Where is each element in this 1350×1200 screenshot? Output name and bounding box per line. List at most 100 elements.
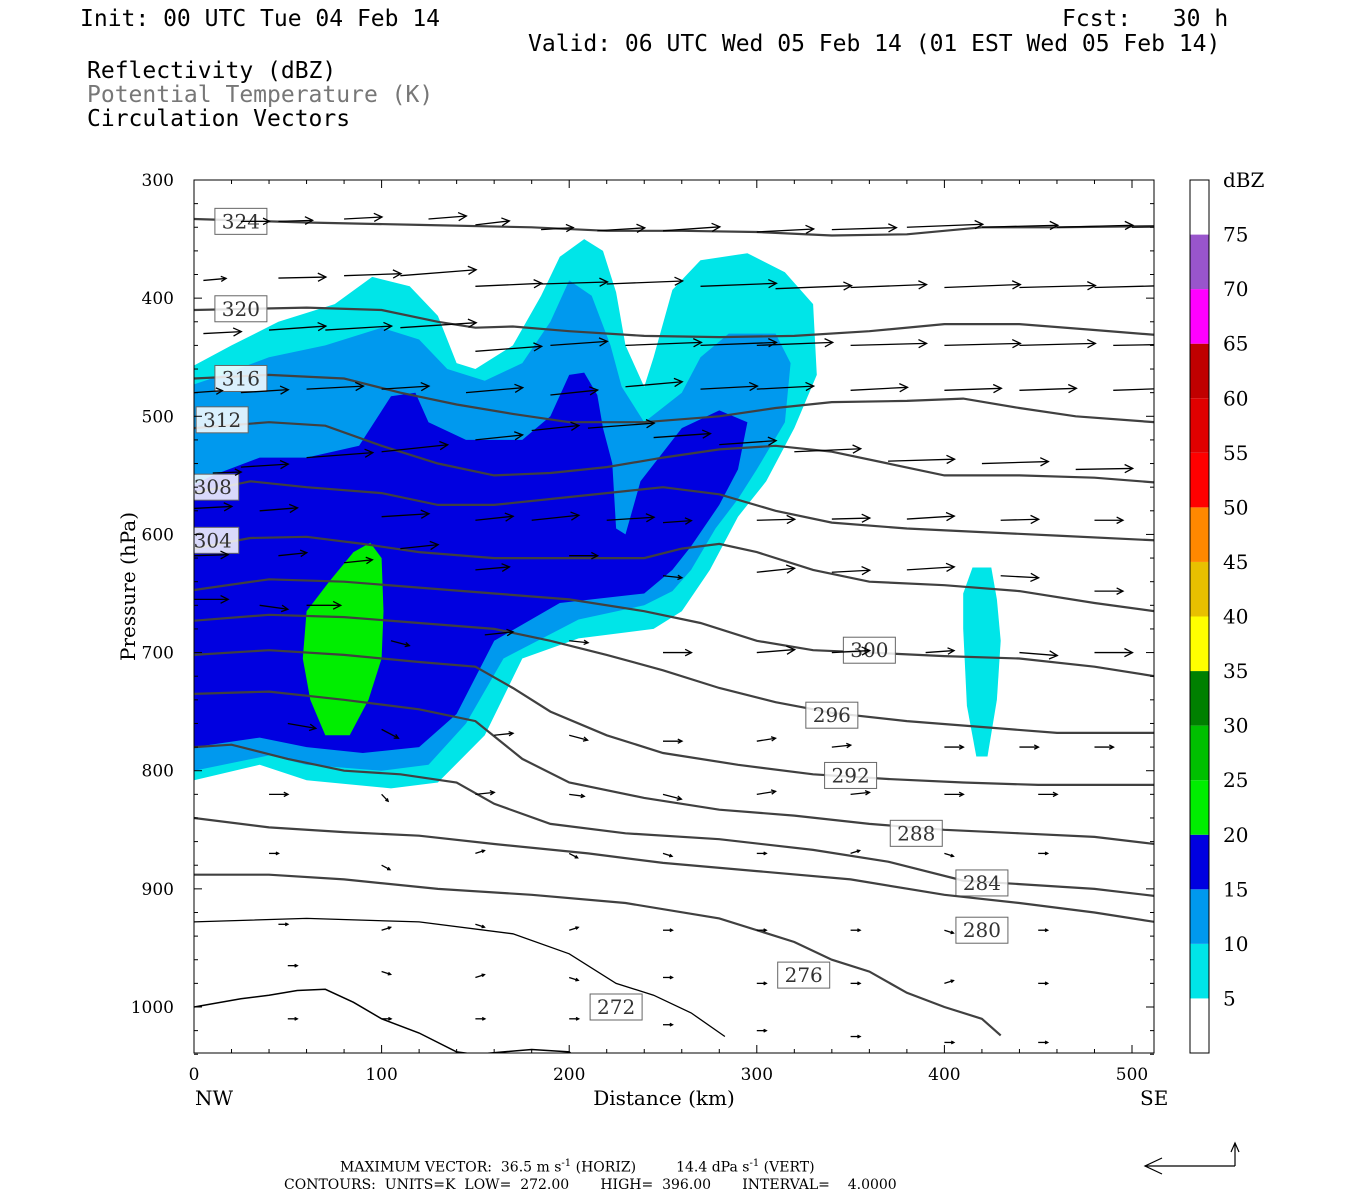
circulation-vector (925, 647, 956, 655)
circulation-vector (625, 377, 684, 388)
circulation-vector (981, 457, 1050, 467)
theta-contour-300 (194, 578, 1154, 678)
theta-contour-label-308: 308 (194, 473, 240, 501)
circulation-vector (663, 928, 674, 933)
circulation-vector (663, 1022, 674, 1027)
circulation-vector (344, 212, 384, 223)
circulation-vector (306, 381, 365, 392)
y-tick-label: 800 (142, 762, 174, 782)
circulation-vector (259, 503, 299, 514)
circulation-vector (465, 383, 525, 394)
colorbar-swatch (1190, 889, 1209, 944)
circulation-vector (906, 562, 956, 573)
theta-contour-label-288: 288 (889, 819, 943, 847)
circulation-vector (475, 923, 486, 929)
circulation-vector (944, 280, 1022, 290)
colorbar-swatch (1190, 616, 1209, 672)
circulation-vector (381, 1016, 393, 1021)
circulation-vector (203, 327, 243, 337)
colorbar-level-label: 70 (1223, 277, 1248, 301)
circulation-vector (194, 387, 224, 395)
colorbar-level-label: 25 (1223, 768, 1248, 792)
circulation-vector (269, 851, 280, 856)
circulation-vector (944, 744, 965, 750)
circulation-vector (400, 318, 478, 329)
colorbar-level-label: 30 (1223, 714, 1248, 738)
circulation-vector (568, 852, 579, 859)
circulation-vector (569, 734, 589, 742)
circulation-vector (756, 224, 816, 235)
y-tick-label: 300 (142, 171, 174, 191)
x-end-label-se: SE (1140, 1086, 1168, 1110)
circulation-vector (240, 385, 290, 395)
theta-contour-label-276: 276 (777, 961, 831, 989)
colorbar-swatch (1190, 343, 1209, 399)
circulation-vector (1019, 338, 1097, 349)
y-tick-label: 900 (142, 880, 174, 900)
circulation-vector (259, 604, 290, 613)
colorbar-level-label: 20 (1223, 823, 1248, 847)
theta-contour-292 (194, 649, 1154, 786)
colorbar-level-label: 10 (1223, 932, 1248, 956)
circulation-vector (475, 512, 515, 522)
colorbar-level-label: 40 (1223, 605, 1248, 629)
colorbar-swatch (1190, 507, 1209, 562)
theta-contour-280 (194, 816, 1154, 923)
circulation-vector (381, 728, 400, 739)
theta-contour-308 (194, 480, 1154, 542)
x-tick-label: 100 (365, 1065, 397, 1085)
circulation-vector (203, 275, 228, 283)
circulation-vector (194, 594, 230, 604)
colorbar-swatch (1190, 234, 1209, 290)
circulation-vector (541, 223, 575, 233)
circulation-vector (287, 963, 299, 968)
colorbar-swatch (1190, 180, 1209, 235)
colorbar-level-label: 50 (1223, 495, 1248, 519)
theta-contour-label-296: 296 (805, 701, 859, 729)
theta-contour-296 (194, 613, 1154, 734)
theta-label-text: 292 (832, 763, 870, 787)
circulation-vector (1038, 928, 1050, 933)
circulation-vector (662, 793, 683, 801)
colorbar-swatch (1190, 725, 1209, 781)
circulation-vector (1056, 220, 1135, 231)
circulation-vector (831, 565, 872, 576)
theta-contour-320 (194, 306, 1154, 339)
circulation-vector (756, 514, 797, 525)
colorbar-swatch (1190, 780, 1209, 835)
theta-label-text: 312 (203, 408, 241, 432)
y-tick-label: 600 (142, 525, 174, 545)
theta-contour-label-272: 272 (589, 993, 643, 1021)
circulation-vector (944, 852, 955, 858)
circulation-vector (194, 502, 234, 512)
circulation-vector (325, 321, 394, 332)
circulation-vector (381, 440, 450, 453)
forecast-hour: Fcst: 30 h (1062, 6, 1229, 32)
circulation-vector (756, 381, 816, 392)
circulation-vector (1019, 281, 1097, 291)
circulation-vector (569, 639, 590, 646)
circulation-vector (663, 738, 684, 744)
circulation-vector (719, 436, 778, 446)
circulation-vector (269, 791, 290, 798)
circulation-vector (606, 276, 685, 286)
circulation-vector (569, 926, 580, 931)
circulation-vector (831, 742, 853, 749)
circulation-vector (569, 551, 600, 560)
terrain-line (194, 988, 572, 1053)
circulation-vector (381, 970, 393, 976)
circulation-vector (475, 342, 544, 352)
circulation-vector (550, 386, 600, 396)
circulation-vector (569, 1016, 581, 1021)
reflectivity-region-20dbz (302, 542, 384, 736)
theta-label-text: 316 (222, 366, 260, 390)
circulation-vector (400, 540, 440, 551)
theta-label-text: 276 (785, 963, 823, 987)
theta-contour-label-312: 312 (195, 406, 249, 434)
circulation-vector (400, 265, 478, 277)
circulation-vector (494, 730, 515, 737)
circulation-vector (850, 849, 862, 855)
theta-label-text: 272 (597, 995, 635, 1019)
circulation-vector (756, 736, 777, 742)
